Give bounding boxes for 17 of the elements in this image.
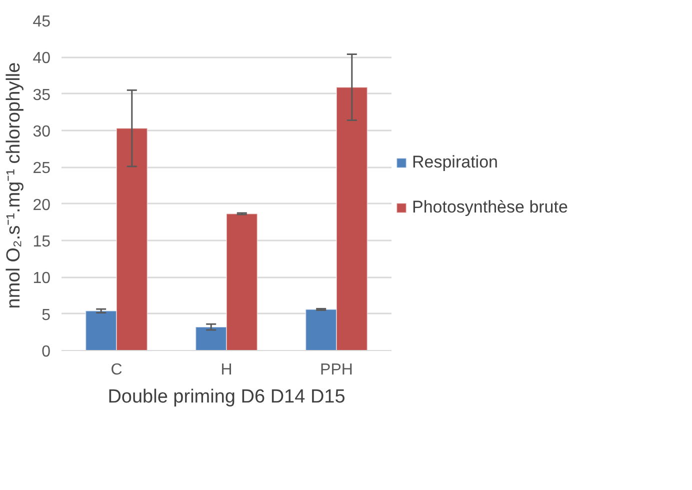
x-tick-label: PPH <box>320 362 353 378</box>
legend-label: Respiration <box>412 152 498 172</box>
x-tick-label: H <box>220 362 232 378</box>
y-tick-label: 5 <box>42 306 51 324</box>
y-tick-label: 15 <box>32 234 51 250</box>
x-axis-title: Double priming D6 D14 D15 <box>108 386 346 408</box>
y-tick-label: 35 <box>32 86 51 104</box>
y-tick-label: 40 <box>32 50 51 68</box>
legend-label: Photosynthèse brute <box>412 198 568 218</box>
y-tick-label: 45 <box>32 14 51 30</box>
y-tick-label: 30 <box>32 124 51 140</box>
y-axis-title: nmol O₂.s⁻¹.mg⁻¹ chlorophylle <box>4 62 25 309</box>
y-tick-label: 20 <box>32 196 51 214</box>
y-tick-label: 25 <box>32 160 51 178</box>
y-tick-label: 0 <box>42 344 51 360</box>
x-tick-label: C <box>110 362 122 378</box>
y-tick-label: 10 <box>32 270 51 288</box>
